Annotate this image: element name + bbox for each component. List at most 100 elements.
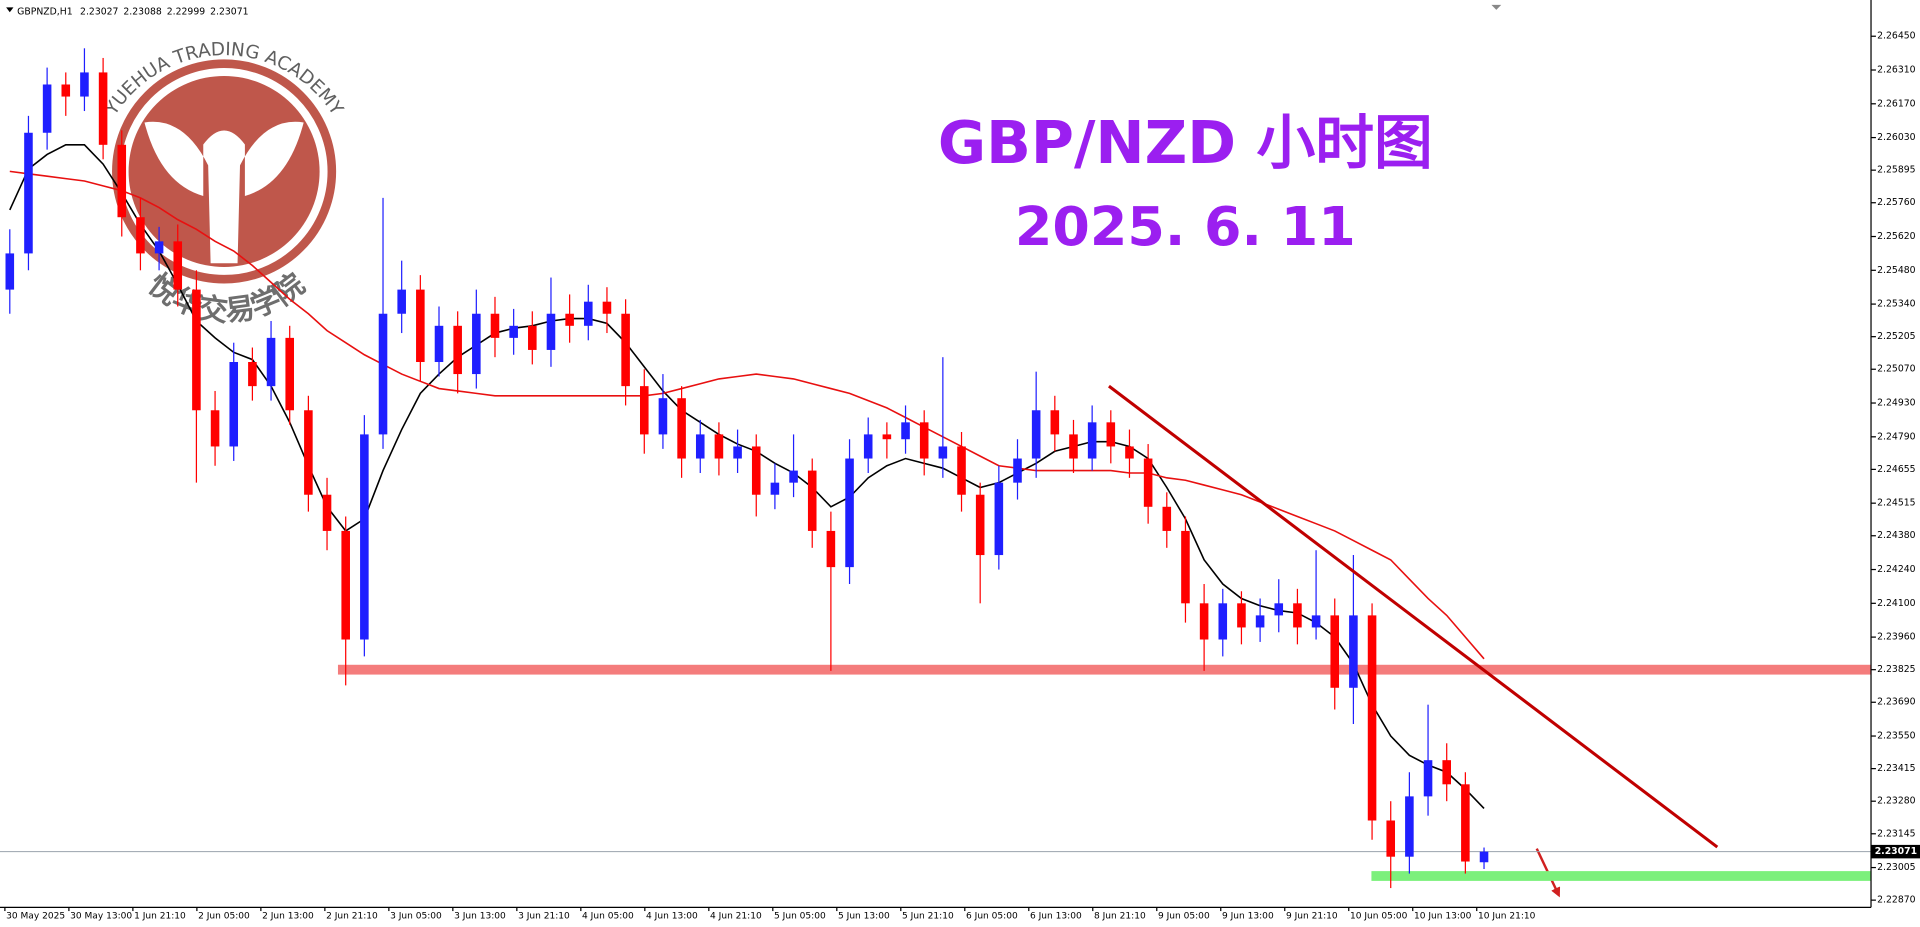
x-tick-label: 5 Jun 13:00 (838, 911, 890, 921)
x-tick-label: 6 Jun 13:00 (1030, 911, 1082, 921)
candle-body (584, 301, 593, 326)
y-tick-label: 2.25620 (1877, 231, 1916, 242)
x-tick-label: 4 Jun 13:00 (646, 911, 698, 921)
x-tick-label: 3 Jun 05:00 (390, 911, 442, 921)
candle-body (80, 72, 89, 97)
candle-body (453, 325, 462, 375)
candle-body (1405, 796, 1414, 857)
candle-body (1423, 760, 1433, 797)
candle-body (1199, 603, 1209, 640)
x-tick-label: 2 Jun 21:10 (326, 911, 378, 921)
y-tick-label: 2.22870 (1877, 895, 1916, 906)
y-tick-label: 2.26030 (1877, 132, 1916, 143)
y-tick-label: 2.24515 (1877, 498, 1916, 509)
y-tick-label: 2.23550 (1877, 731, 1916, 742)
candle-body (714, 434, 724, 459)
y-tick-label: 2.24930 (1877, 398, 1916, 409)
y-tick-label: 2.25760 (1877, 197, 1916, 208)
x-tick-label: 3 Jun 21:10 (518, 911, 570, 921)
x-tick-label: 10 Jun 21:10 (1478, 911, 1536, 921)
candle-body (639, 386, 649, 435)
x-tick-label: 9 Jun 21:10 (1286, 911, 1338, 921)
x-tick-label: 9 Jun 05:00 (1158, 911, 1210, 921)
candle-body (733, 446, 742, 459)
y-tick-label: 2.23005 (1877, 862, 1916, 873)
candle-body (378, 313, 388, 435)
candle-body (98, 72, 108, 145)
candle-body (117, 144, 127, 218)
header-high: 2.23088 (123, 7, 162, 18)
plot: 2.26450 2.26310 2.26170 2.26030 2.25895 2.257… (0, 31, 1916, 921)
x-tick-label: 4 Jun 21:10 (710, 911, 762, 921)
candle-body (1013, 458, 1022, 483)
candle-body (1069, 434, 1078, 459)
y-tick-label: 2.24100 (1877, 598, 1916, 609)
candle-body (1218, 603, 1228, 640)
candle-body (1181, 530, 1190, 604)
candle-body (1367, 615, 1377, 821)
candle-body (901, 422, 910, 440)
y-tick-label: 2.24655 (1877, 464, 1916, 475)
x-tick-label: 3 Jun 13:00 (454, 911, 506, 921)
y-tick-label: 2.26170 (1877, 98, 1916, 109)
header-low: 2.22999 (167, 7, 206, 18)
candle-body (248, 362, 257, 387)
x-tick-label: 30 May 2025 (6, 911, 65, 921)
y-tick-label: 2.23960 (1877, 632, 1916, 643)
candle-body (975, 494, 985, 556)
candle-body (1479, 851, 1489, 863)
level-zone (1371, 871, 1872, 881)
candle-body (1106, 422, 1116, 447)
candle-body (434, 325, 444, 363)
x-tick-label: 5 Jun 21:10 (902, 911, 954, 921)
candle-body (863, 434, 873, 459)
scroll-marker (1491, 4, 1502, 10)
y-tick-label: 2.23145 (1877, 828, 1916, 839)
candle-body (1386, 820, 1396, 857)
candle-body (1050, 410, 1060, 435)
moving-average (9, 170, 1485, 660)
candle-body (397, 289, 406, 314)
candle-body (416, 289, 425, 363)
y-tick-label: 2.25895 (1877, 165, 1916, 176)
x-tick-label: 2 Jun 13:00 (262, 911, 314, 921)
candle-body (845, 458, 854, 568)
candle-body (546, 313, 556, 350)
y-tick-label: 2.23690 (1877, 697, 1916, 708)
candle-body (24, 132, 33, 254)
candle-body (1255, 615, 1265, 628)
x-tick-label: 9 Jun 13:00 (1222, 911, 1274, 921)
candle-body (229, 362, 239, 447)
candle-body (957, 446, 966, 495)
candle-body (266, 337, 276, 387)
y-tick-label: 2.25480 (1877, 265, 1916, 276)
candle-body (1031, 410, 1041, 459)
trend-line (1108, 384, 1719, 849)
candle-body (826, 530, 836, 568)
x-tick-label: 30 May 13:00 (70, 911, 132, 921)
candle-body (1349, 615, 1358, 688)
candle-body (807, 470, 817, 531)
candle-body (173, 241, 183, 290)
candle-body (789, 470, 798, 483)
candle-body (341, 530, 350, 640)
header-close: 2.23071 (210, 7, 249, 18)
candle-body (61, 84, 71, 97)
candle-body (1237, 603, 1246, 628)
x-tick-label: 1 Jun 21:10 (134, 911, 186, 921)
candle-body (602, 301, 612, 314)
y-tick-label: 2.24790 (1877, 431, 1916, 442)
candle-body (210, 410, 220, 447)
y-tick-label: 2.25070 (1877, 364, 1916, 375)
candle-body (695, 434, 705, 459)
x-tick-label: 4 Jun 05:00 (582, 911, 634, 921)
symbol: GBPNZD,H1 (17, 7, 73, 18)
candle-body (1143, 458, 1153, 507)
candle-body (472, 313, 481, 375)
candle-body (994, 482, 1004, 556)
candle-body (322, 494, 332, 531)
candle-body (1162, 506, 1172, 531)
candle-body (490, 313, 500, 338)
